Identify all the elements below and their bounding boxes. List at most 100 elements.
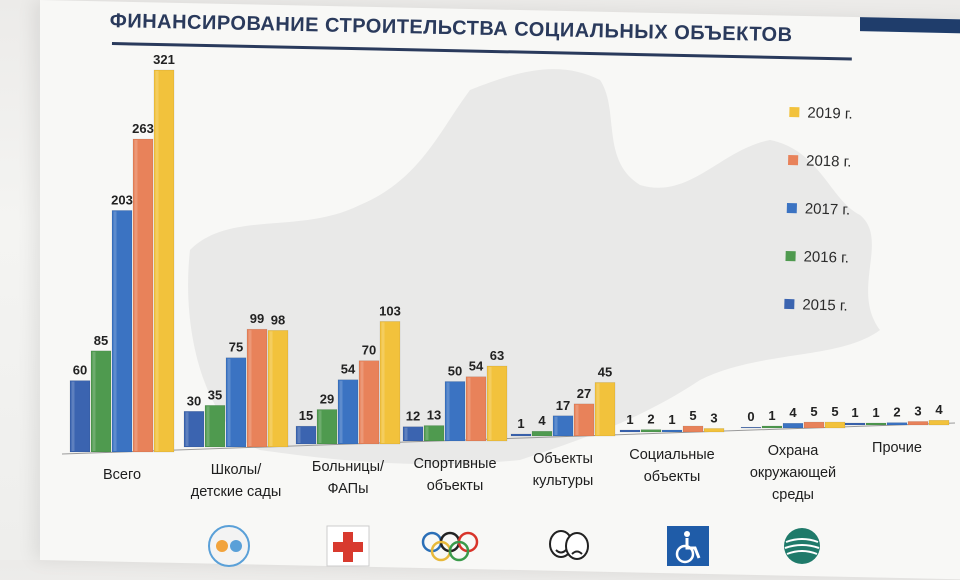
legend-swatch xyxy=(786,202,797,214)
bar-2017-0 xyxy=(111,210,133,453)
legend-swatch xyxy=(789,106,800,118)
category-label: Школы/ xyxy=(211,462,262,478)
bar-2015-7 xyxy=(844,422,866,426)
bar-highlight xyxy=(206,406,210,446)
bar-highlight xyxy=(155,71,159,451)
bar-highlight xyxy=(248,330,252,446)
legend-item-2016: 2016 г. xyxy=(785,232,936,284)
bar-2018-0 xyxy=(132,138,154,453)
bar-2017-4 xyxy=(552,415,574,437)
globe-icon xyxy=(784,528,820,564)
bar-2018-4 xyxy=(573,403,595,437)
bar-2018-5 xyxy=(682,425,704,433)
bar-2019-3 xyxy=(486,365,508,442)
data-label: 0 xyxy=(747,409,754,424)
data-label: 12 xyxy=(406,409,420,424)
category-label: детские сады xyxy=(191,484,282,500)
bar-2017-2 xyxy=(337,379,359,445)
x-axis-line xyxy=(61,422,956,455)
bar-2018-6 xyxy=(803,421,825,429)
category-label: культуры xyxy=(533,473,594,489)
bar-2019-0 xyxy=(153,69,175,453)
data-label: 54 xyxy=(469,359,484,374)
data-label: 30 xyxy=(187,393,201,408)
bar-highlight xyxy=(318,410,322,443)
bar-2017-1 xyxy=(225,357,247,448)
wheelchair-icon xyxy=(667,526,709,566)
data-label: 3 xyxy=(710,410,717,425)
bar-2015-1 xyxy=(183,411,205,448)
legend-item-2019: 2019 г. xyxy=(789,88,940,140)
legend-label: 2017 г. xyxy=(804,199,851,219)
bar-highlight xyxy=(227,358,231,446)
bar-2018-7 xyxy=(907,421,929,426)
legend-label: 2019 г. xyxy=(807,103,853,123)
bar-2015-5 xyxy=(619,429,641,433)
data-label: 5 xyxy=(831,404,838,419)
legend-label: 2015 г. xyxy=(802,295,848,315)
data-label: 75 xyxy=(229,340,243,355)
bar-2017-6 xyxy=(782,422,804,429)
legend-label: 2018 г. xyxy=(805,151,852,171)
data-label: 1 xyxy=(872,405,879,420)
bar-highlight xyxy=(71,381,75,451)
data-label: 4 xyxy=(538,413,546,428)
bar-highlight xyxy=(113,211,117,451)
bar-2016-2 xyxy=(316,409,338,445)
data-label: 1 xyxy=(768,408,775,423)
category-label: Всего xyxy=(103,467,141,483)
bar-2019-2 xyxy=(379,321,401,445)
category-label: Больницы/ xyxy=(312,459,385,475)
data-label: 99 xyxy=(250,311,264,326)
bar-2019-1 xyxy=(267,330,289,448)
bar-highlight xyxy=(92,351,96,451)
bar-2015-0 xyxy=(69,380,91,453)
olympic-rings-icon xyxy=(421,531,479,562)
bar-highlight xyxy=(425,426,429,440)
category-label: Объекты xyxy=(533,451,593,467)
bar-2016-7 xyxy=(865,422,887,426)
data-label: 2 xyxy=(893,405,900,420)
data-label: 63 xyxy=(490,348,504,363)
bar-highlight xyxy=(185,412,189,446)
bar-2018-3 xyxy=(465,376,487,442)
theatre-masks-icon xyxy=(549,530,589,560)
red-cross-icon xyxy=(326,525,370,567)
category-label: среды xyxy=(772,487,814,503)
bar-2017-7 xyxy=(886,422,908,426)
legend-label: 2016 г. xyxy=(803,247,850,267)
bar-2015-6 xyxy=(740,426,762,429)
bar-2015-4 xyxy=(510,433,532,437)
data-label: 321 xyxy=(153,52,175,67)
bar-highlight xyxy=(554,416,558,435)
data-label: 98 xyxy=(271,312,285,327)
data-label: 1 xyxy=(851,405,858,420)
bar-highlight xyxy=(575,404,579,435)
bar-2019-5 xyxy=(703,428,725,433)
bar-2015-2 xyxy=(295,425,317,445)
category-label: Спортивные xyxy=(413,456,496,472)
category-label: Социальные xyxy=(629,447,715,463)
legend-item-2015: 2015 г. xyxy=(784,280,935,332)
data-label: 70 xyxy=(362,343,376,358)
data-label: 2 xyxy=(647,412,654,427)
legend-swatch xyxy=(785,250,796,262)
legend-item-2017: 2017 г. xyxy=(786,184,937,236)
category-label: объекты xyxy=(644,469,701,485)
category-label: объекты xyxy=(427,478,484,494)
map-silhouette xyxy=(188,69,880,465)
data-label: 5 xyxy=(689,408,696,423)
data-label: 1 xyxy=(626,412,633,427)
legend-swatch xyxy=(784,298,795,310)
data-label: 85 xyxy=(94,333,108,348)
bar-highlight xyxy=(339,380,343,443)
bar-highlight xyxy=(269,331,273,446)
bar-2018-2 xyxy=(358,360,380,445)
children-icon xyxy=(208,525,250,567)
bar-highlight xyxy=(446,382,450,440)
data-label: 5 xyxy=(810,404,817,419)
bar-2017-5 xyxy=(661,429,683,433)
bar-2016-0 xyxy=(90,350,112,453)
category-label: Прочие xyxy=(872,440,922,456)
